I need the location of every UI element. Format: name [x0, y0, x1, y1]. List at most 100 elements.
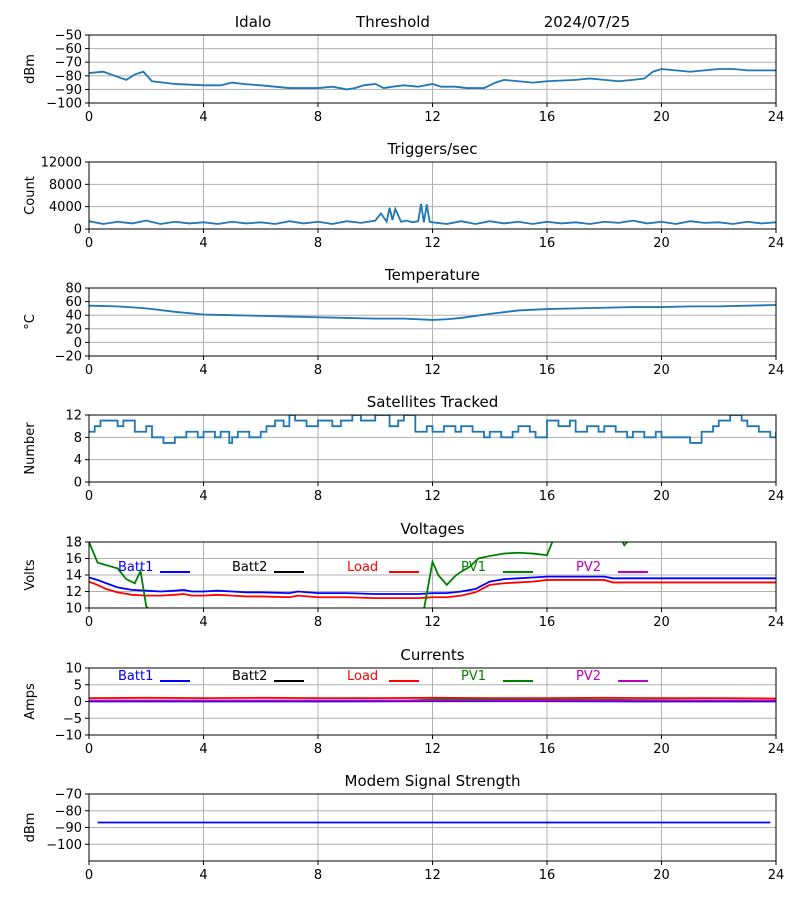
x-tick-label-1: 4 [199, 236, 207, 251]
y-tick-label-3: 16 [65, 552, 82, 567]
legend-label-Batt1: Batt1 [118, 560, 153, 575]
x-tick-label-3: 12 [424, 236, 441, 251]
legend-label-Batt1: Batt1 [118, 669, 153, 684]
y-tick-label-1: 12 [65, 585, 82, 600]
y-axis-label: Volts [23, 559, 38, 591]
y-tick-label-1: −90 [55, 821, 82, 836]
y-tick-label-2: −80 [55, 804, 82, 819]
y-tick-label-0: 0 [74, 223, 82, 238]
y-tick-label-3: −70 [55, 788, 82, 803]
header-date: 2024/07/25 [544, 13, 630, 31]
series-line-Batt1 [89, 575, 776, 595]
x-tick-label-0: 0 [85, 868, 93, 883]
x-tick-label-4: 16 [539, 363, 556, 378]
x-tick-label-3: 12 [424, 363, 441, 378]
panel-title: Temperature [384, 266, 480, 284]
y-tick-label-4: 60 [65, 295, 82, 310]
x-tick-label-0: 0 [85, 615, 93, 630]
y-tick-label-0: 10 [65, 602, 82, 617]
panel-title: Triggers/sec [387, 140, 478, 158]
x-tick-label-5: 20 [653, 489, 670, 504]
y-tick-label-5: 80 [65, 282, 82, 297]
series-line-0 [89, 68, 776, 91]
series-line-Load [89, 696, 776, 700]
y-tick-label-4: −60 [55, 42, 82, 57]
x-tick-label-5: 20 [653, 110, 670, 125]
y-tick-label-0: −10 [55, 729, 82, 744]
panel-title: Satellites Tracked [367, 393, 498, 411]
x-tick-label-2: 8 [314, 363, 322, 378]
y-tick-label-0: 0 [74, 476, 82, 491]
x-tick-label-2: 8 [314, 489, 322, 504]
legend-label-PV1: PV1 [461, 669, 486, 684]
x-tick-label-4: 16 [539, 489, 556, 504]
y-axis-label: Count [23, 176, 38, 215]
y-tick-label-2: 8000 [49, 178, 82, 193]
legend-label-Batt2: Batt2 [232, 560, 267, 575]
panel-1: 0 4 8 12 16 20 24 0 4000 8000 12000 Triggers/sec Cou… [23, 140, 784, 251]
y-tick-label-4: 10 [65, 662, 82, 677]
x-tick-label-0: 0 [85, 489, 93, 504]
x-tick-label-1: 4 [199, 489, 207, 504]
y-tick-label-3: 12 [65, 409, 82, 424]
panel-3: 0 4 8 12 16 20 24 0 4 8 12 Satellites Tracked Number [23, 393, 784, 504]
x-tick-label-3: 12 [424, 615, 441, 630]
x-tick-label-0: 0 [85, 110, 93, 125]
series-line-PV1 [89, 542, 629, 608]
legend-label-PV2: PV2 [576, 560, 601, 575]
x-tick-label-5: 20 [653, 236, 670, 251]
x-tick-label-6: 24 [768, 489, 785, 504]
panel-title: Voltages [400, 520, 464, 538]
series-line-0 [89, 304, 776, 321]
series-line-Load [89, 579, 776, 599]
x-tick-label-0: 0 [85, 742, 93, 757]
x-tick-label-4: 16 [539, 742, 556, 757]
y-axis-label: dBm [23, 54, 38, 84]
y-axis-label: Number [23, 422, 38, 475]
x-tick-label-4: 16 [539, 615, 556, 630]
y-tick-label-2: 20 [65, 322, 82, 337]
x-tick-label-1: 4 [199, 110, 207, 125]
y-tick-label-3: 40 [65, 309, 82, 324]
header-site: Idalo [235, 13, 271, 31]
legend-label-PV2: PV2 [576, 669, 601, 684]
y-axis-label: Amps [23, 683, 38, 720]
y-tick-label-1: 4000 [49, 200, 82, 215]
series-line-0 [89, 203, 776, 225]
y-tick-label-0: −20 [55, 350, 82, 365]
legend-label-PV1: PV1 [461, 560, 486, 575]
x-tick-label-3: 12 [424, 110, 441, 125]
x-tick-label-4: 16 [539, 236, 556, 251]
y-tick-label-1: −5 [63, 712, 82, 727]
y-tick-label-1: −90 [55, 83, 82, 98]
panel-title: Currents [400, 646, 464, 664]
legend-label-Load: Load [347, 669, 378, 684]
x-tick-label-5: 20 [653, 868, 670, 883]
series-line-0 [89, 415, 776, 444]
x-tick-label-4: 16 [539, 110, 556, 125]
x-tick-label-0: 0 [85, 363, 93, 378]
y-tick-label-1: 0 [74, 336, 82, 351]
y-tick-label-2: −80 [55, 69, 82, 84]
x-tick-label-3: 12 [424, 489, 441, 504]
x-tick-label-2: 8 [314, 236, 322, 251]
x-tick-label-2: 8 [314, 868, 322, 883]
x-tick-label-6: 24 [768, 363, 785, 378]
y-tick-label-0: −100 [46, 838, 82, 853]
y-axis-label: °C [23, 314, 38, 330]
y-tick-label-3: 5 [74, 678, 82, 693]
y-tick-label-2: 0 [74, 695, 82, 710]
y-tick-label-3: 12000 [41, 156, 82, 171]
x-tick-label-2: 8 [314, 742, 322, 757]
y-tick-label-1: 4 [74, 453, 82, 468]
x-tick-label-1: 4 [199, 615, 207, 630]
panel-0: 0 4 8 12 16 20 24 −100−90−80−70−60−50 dBm [23, 29, 784, 126]
y-tick-label-2: 14 [65, 569, 82, 584]
x-tick-label-2: 8 [314, 615, 322, 630]
x-tick-label-6: 24 [768, 110, 785, 125]
panel-title: Modem Signal Strength [345, 772, 521, 790]
x-tick-label-3: 12 [424, 742, 441, 757]
